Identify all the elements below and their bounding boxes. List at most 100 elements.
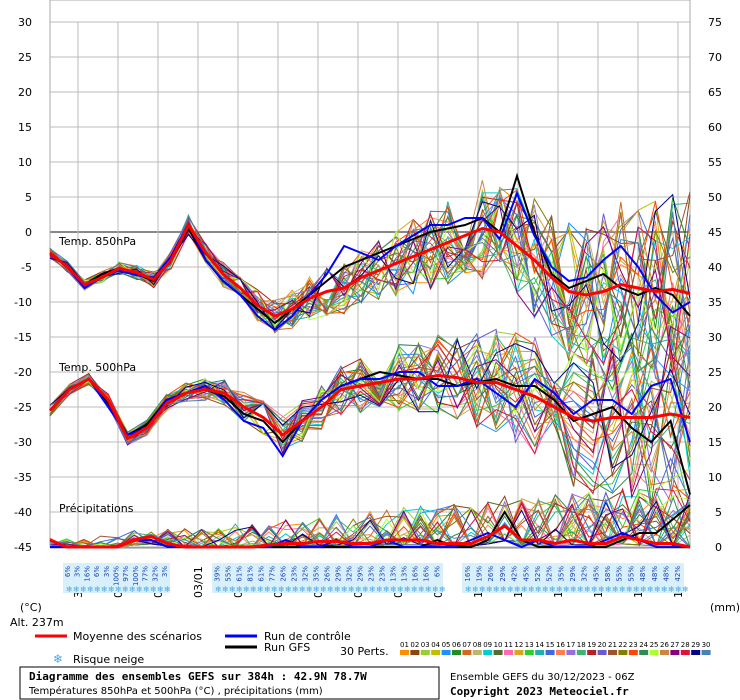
member-swatch [524,650,534,655]
snowflake-icon: ❄ [355,585,362,594]
member-swatch [420,650,430,655]
member-swatch [639,650,649,655]
ensemble-count: 30 Perts. [340,645,389,658]
snowflake-icon: ❄ [647,585,654,594]
member-id-label: 17 [566,641,575,649]
snowflake-icon: ❄ [320,585,327,594]
snowflake-icon: ❄ [500,585,507,594]
member-swatch [566,650,576,655]
snow-risk-value: 48% [651,566,659,582]
member-id-label: 09 [483,641,492,649]
left-tick-label: -5 [21,261,32,274]
snowflake-icon: ❄ [570,585,577,594]
snow-risk-value: 55% [616,566,624,582]
member-id-label: 03 [421,641,430,649]
member-swatch [472,650,482,655]
snowflake-icon: ❄ [528,585,535,594]
snow-risk-value: 29% [569,566,577,582]
left-tick-label: -40 [14,506,32,519]
snowflake-icon: ❄ [299,585,306,594]
snowflake-icon: ❄ [250,585,257,594]
snowflake-icon: ❄ [633,585,640,594]
member-swatch [514,650,524,655]
footer-title: Diagramme des ensembles GEFS sur 384h : … [29,670,367,683]
snowflake-icon: ❄ [425,585,432,594]
snow-risk-value: 6% [93,566,101,577]
snow-risk-value: 32% [346,566,354,582]
left-tick-label: 5 [25,191,32,204]
member-swatch [628,650,638,655]
member-id-label: 22 [618,641,627,649]
snowflake-icon: ❄ [486,585,493,594]
snow-risk-value: 61% [236,566,244,582]
snow-risk-value: 48% [662,566,670,582]
snowflake-icon: ❄ [439,585,446,594]
snow-risk-value: 55% [225,566,233,582]
snow-risk-value: 58% [604,566,612,582]
right-tick-label: 70 [708,51,722,64]
snowflake-icon: ❄ [390,585,397,594]
snow-risk-value: 32% [151,566,159,582]
member-id-label: 27 [670,641,679,649]
member-line-19 [49,196,691,331]
left-axis-unit: (°C) [20,601,42,614]
member-line-28 [49,343,691,495]
right-tick-label: 50 [708,191,722,204]
member-swatch [493,650,503,655]
snowflake-icon: ❄ [306,585,313,594]
snow-risk-value: 16% [83,566,91,582]
snow-risk-value: 45% [592,566,600,582]
snowflake-icon: ❄ [404,585,411,594]
left-tick-label: -25 [14,401,32,414]
member-id-label: 30 [702,641,711,649]
snowflake-icon: ❄ [341,585,348,594]
snow-risk-value: 81% [247,566,255,582]
snow-risk-value: 100% [132,566,140,586]
member-id-label: 13 [525,641,534,649]
right-tick-label: 0 [715,541,722,554]
right-tick-label: 30 [708,331,722,344]
snowflake-icon: ❄ [222,585,229,594]
snow-risk-value: 3% [103,566,111,577]
control-t850-line [49,190,691,332]
member-swatch [649,650,659,655]
snow-risk-value: 97% [122,566,130,582]
snowflake-icon: ❄ [129,585,136,594]
member-id-label: 25 [650,641,659,649]
legend-control: Run de contrôle [264,630,351,643]
snowflake-icon: ❄ [115,585,122,594]
snowflake-icon: ❄ [465,585,472,594]
member-id-label: 21 [608,641,617,649]
snowflake-icon: ❄ [313,585,320,594]
member-id-label: 29 [691,641,700,649]
member-id-label: 11 [504,641,513,649]
snow-risk-value: 35% [557,566,565,582]
member-swatch [608,650,617,655]
snowflake-icon: ❄ [257,585,264,594]
snowflake-icon: ❄ [94,585,101,594]
snow-risk-value: 6% [64,566,72,577]
snow-risk-value: 29% [499,566,507,582]
snowflake-icon: ❄ [143,585,150,594]
snow-risk-value: 77% [269,566,277,582]
snowflake-icon: ❄ [682,585,689,594]
snowflake-icon: ❄ [584,585,591,594]
snowflake-icon: ❄ [397,585,404,594]
member-id-label: 06 [452,641,461,649]
snow-risk-value: 32% [581,566,589,582]
snow-risk-value: 6% [434,566,442,577]
member-swatch [670,650,680,655]
snow-risk-value: 13% [401,566,409,582]
member-id-label: 10 [494,641,503,649]
footer-run: Ensemble GEFS du 30/12/2023 - 06Z [450,672,635,683]
snowflake-icon: ❄ [668,585,675,594]
snow-risk-value: 13% [390,566,398,582]
member-swatch [400,650,409,655]
left-tick-label: 10 [18,156,32,169]
snowflake-icon: ❄ [362,585,369,594]
snowflake-icon: ❄ [591,585,598,594]
member-id-label: 24 [639,641,648,649]
left-tick-label: -45 [14,541,32,554]
snow-risk-value: 48% [639,566,647,582]
